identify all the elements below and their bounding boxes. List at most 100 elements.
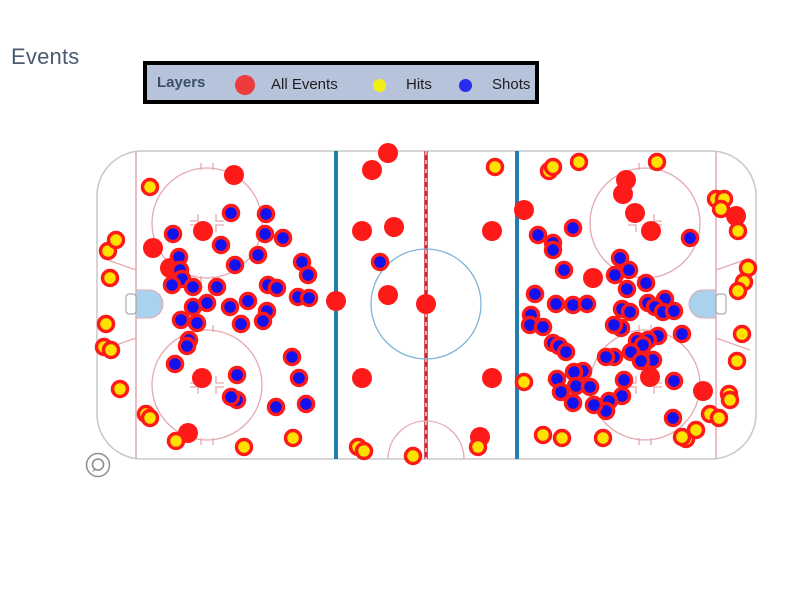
shot-marker[interactable]: [266, 397, 286, 417]
shot-marker[interactable]: [298, 265, 318, 285]
shot-marker[interactable]: [663, 408, 683, 428]
shot-marker[interactable]: [282, 347, 302, 367]
layer-toggle-all-events[interactable]: All Events: [235, 74, 345, 96]
shot-marker[interactable]: [289, 368, 309, 388]
shot-marker[interactable]: [255, 224, 275, 244]
hit-marker[interactable]: [140, 408, 160, 428]
shot-marker[interactable]: [563, 393, 583, 413]
shot-marker[interactable]: [221, 387, 241, 407]
shot-marker[interactable]: [631, 351, 651, 371]
hit-marker[interactable]: [100, 268, 120, 288]
hit-marker[interactable]: [552, 428, 572, 448]
shot-marker[interactable]: [238, 291, 258, 311]
shot-marker[interactable]: [370, 252, 390, 272]
attribution-button[interactable]: [85, 452, 111, 478]
event-marker[interactable]: [641, 221, 661, 241]
hit-marker[interactable]: [709, 408, 729, 428]
shot-marker[interactable]: [554, 260, 574, 280]
shot-marker[interactable]: [211, 235, 231, 255]
hit-marker[interactable]: [106, 230, 126, 250]
event-markers[interactable]: [94, 143, 758, 466]
shot-marker[interactable]: [551, 382, 571, 402]
hit-marker[interactable]: [468, 437, 488, 457]
shot-marker[interactable]: [207, 277, 227, 297]
shot-marker[interactable]: [231, 314, 251, 334]
shot-marker[interactable]: [171, 310, 191, 330]
hit-marker[interactable]: [514, 372, 534, 392]
event-marker[interactable]: [224, 165, 244, 185]
shot-marker[interactable]: [299, 288, 319, 308]
event-marker[interactable]: [192, 368, 212, 388]
layer-toggle-hits[interactable]: Hits: [373, 74, 435, 96]
hit-marker[interactable]: [569, 152, 589, 172]
shot-marker[interactable]: [256, 204, 276, 224]
shot-marker[interactable]: [664, 301, 684, 321]
event-marker[interactable]: [143, 238, 163, 258]
shot-marker[interactable]: [636, 273, 656, 293]
shot-marker[interactable]: [596, 347, 616, 367]
shot-marker[interactable]: [253, 311, 273, 331]
event-marker[interactable]: [193, 221, 213, 241]
shot-marker[interactable]: [528, 225, 548, 245]
event-marker[interactable]: [640, 367, 660, 387]
event-marker[interactable]: [482, 221, 502, 241]
event-marker[interactable]: [693, 381, 713, 401]
shot-marker[interactable]: [248, 245, 268, 265]
shot-marker[interactable]: [664, 371, 684, 391]
shot-marker[interactable]: [267, 278, 287, 298]
event-marker[interactable]: [352, 368, 372, 388]
shot-marker[interactable]: [584, 395, 604, 415]
hit-marker[interactable]: [728, 281, 748, 301]
shot-marker[interactable]: [610, 248, 630, 268]
hit-marker[interactable]: [727, 351, 747, 371]
shot-marker[interactable]: [296, 394, 316, 414]
hit-marker[interactable]: [543, 157, 563, 177]
hit-marker[interactable]: [110, 379, 130, 399]
shot-marker[interactable]: [225, 255, 245, 275]
event-marker[interactable]: [378, 143, 398, 163]
event-marker[interactable]: [352, 221, 372, 241]
shot-marker[interactable]: [533, 317, 553, 337]
shot-marker[interactable]: [187, 313, 207, 333]
shot-marker[interactable]: [546, 294, 566, 314]
shot-marker[interactable]: [580, 377, 600, 397]
shot-marker[interactable]: [680, 228, 700, 248]
hit-marker[interactable]: [96, 314, 116, 334]
event-marker[interactable]: [384, 217, 404, 237]
hit-marker[interactable]: [166, 431, 186, 451]
shot-marker[interactable]: [162, 275, 182, 295]
hit-marker[interactable]: [686, 420, 706, 440]
event-marker[interactable]: [583, 268, 603, 288]
hit-marker[interactable]: [593, 428, 613, 448]
event-marker[interactable]: [378, 285, 398, 305]
hit-marker[interactable]: [101, 340, 121, 360]
shot-marker[interactable]: [672, 324, 692, 344]
event-marker[interactable]: [362, 160, 382, 180]
shot-marker[interactable]: [183, 277, 203, 297]
shot-marker[interactable]: [563, 218, 583, 238]
event-marker[interactable]: [416, 294, 436, 314]
hit-marker[interactable]: [283, 428, 303, 448]
shot-marker[interactable]: [220, 297, 240, 317]
shot-marker[interactable]: [221, 203, 241, 223]
event-marker[interactable]: [625, 203, 645, 223]
shot-marker[interactable]: [620, 302, 640, 322]
shot-marker[interactable]: [177, 336, 197, 356]
hit-marker[interactable]: [728, 221, 748, 241]
shot-marker[interactable]: [183, 297, 203, 317]
hit-marker[interactable]: [140, 177, 160, 197]
layer-toggle-shots[interactable]: Shots: [459, 74, 537, 96]
event-marker[interactable]: [482, 368, 502, 388]
hit-marker[interactable]: [485, 157, 505, 177]
hit-marker[interactable]: [732, 324, 752, 344]
event-marker[interactable]: [514, 200, 534, 220]
shot-marker[interactable]: [525, 284, 545, 304]
event-marker[interactable]: [613, 184, 633, 204]
shot-marker[interactable]: [165, 354, 185, 374]
shot-marker[interactable]: [556, 342, 576, 362]
hit-marker[interactable]: [647, 152, 667, 172]
hit-marker[interactable]: [234, 437, 254, 457]
shot-marker[interactable]: [273, 228, 293, 248]
shot-marker[interactable]: [617, 279, 637, 299]
